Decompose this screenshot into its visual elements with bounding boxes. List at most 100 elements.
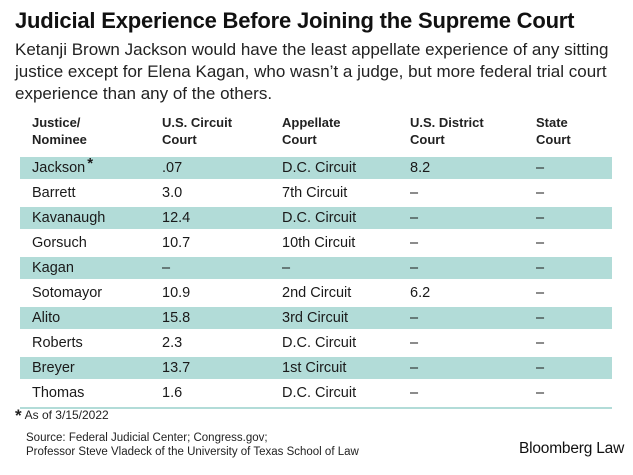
cell-state-court: – — [536, 232, 544, 254]
cell-justice-name: Gorsuch — [32, 232, 87, 254]
cell-state-court: – — [536, 182, 544, 204]
district-years-text: – — [410, 360, 419, 376]
cell-district-years: – — [410, 307, 418, 329]
source-line-1: Source: Federal Judicial Center; Congres… — [26, 432, 268, 444]
source-line-2: Professor Steve Vladeck of the Universit… — [26, 446, 359, 458]
table-row: Roberts 2.3 D.C. Circuit – – — [20, 332, 612, 354]
state-court-text: – — [536, 160, 545, 176]
justice-name-text: Gorsuch — [32, 235, 87, 251]
district-years-text: 8.2 — [410, 160, 431, 176]
header-appellate-court: Appellate Court — [282, 115, 341, 147]
table-bottom-rule — [20, 407, 612, 409]
state-court-text: – — [536, 285, 545, 301]
district-years-text: – — [410, 210, 419, 226]
justice-name-text: Sotomayor — [32, 285, 103, 301]
cell-appellate-court: 7th Circuit — [282, 182, 347, 204]
cell-district-years: 8.2 — [410, 157, 430, 179]
cell-circuit-years: 12.4 — [162, 207, 190, 229]
cell-circuit-years: 10.7 — [162, 232, 190, 254]
cell-justice-name: Jackson * — [32, 155, 94, 179]
table-row: Breyer 13.7 1st Circuit – – — [20, 357, 612, 379]
cell-district-years: – — [410, 357, 418, 379]
cell-justice-name: Kavanaugh — [32, 207, 105, 229]
header-circuit-court: U.S. Circuit Court — [162, 115, 233, 147]
state-court-text: – — [536, 335, 545, 351]
table-row: Thomas 1.6 D.C. Circuit – – — [20, 382, 612, 404]
justice-name-text: Barrett — [32, 185, 76, 201]
brand-logo: Bloomberg Law — [519, 440, 625, 457]
justice-name-text: Alito — [32, 310, 61, 326]
state-court-text: – — [536, 185, 545, 201]
state-court-text: – — [536, 310, 545, 326]
appellate-court-text: 3rd Circuit — [282, 310, 349, 326]
justice-name-text: Jackson — [32, 160, 86, 176]
footnote: * As of 3/15/2022 — [15, 404, 109, 425]
cell-justice-name: Roberts — [32, 332, 83, 354]
circuit-years-text: 10.7 — [162, 235, 191, 251]
circuit-years-text: 3.0 — [162, 185, 183, 201]
cell-circuit-years: .07 — [162, 157, 182, 179]
appellate-court-text: 1st Circuit — [282, 360, 347, 376]
cell-circuit-years: 10.9 — [162, 282, 190, 304]
circuit-years-text: 10.9 — [162, 285, 191, 301]
justice-name-text: Roberts — [32, 335, 83, 351]
circuit-years-text: – — [162, 260, 171, 276]
source-note: Source: Federal Judicial Center; Congres… — [26, 431, 359, 459]
cell-state-court: – — [536, 282, 544, 304]
header-justice: Justice/Nominee — [32, 115, 87, 147]
table-row: Barrett 3.0 7th Circuit – – — [20, 182, 612, 204]
cell-justice-name: Barrett — [32, 182, 76, 204]
header-state-court: State Court — [536, 115, 571, 147]
cell-state-court: – — [536, 382, 544, 404]
table-row: Sotomayor 10.9 2nd Circuit 6.2 – — [20, 282, 612, 304]
cell-circuit-years: 1.6 — [162, 382, 182, 404]
cell-justice-name: Breyer — [32, 357, 75, 379]
district-years-text: 6.2 — [410, 285, 431, 301]
appellate-court-text: D.C. Circuit — [282, 335, 357, 351]
cell-state-court: – — [536, 157, 544, 179]
cell-circuit-years: 15.8 — [162, 307, 190, 329]
district-years-text: – — [410, 310, 419, 326]
cell-appellate-court: D.C. Circuit — [282, 207, 356, 229]
appellate-court-text: 2nd Circuit — [282, 285, 352, 301]
table-header: Justice/Nominee U.S. Circuit Court Appell… — [20, 114, 612, 154]
cell-appellate-court: 2nd Circuit — [282, 282, 351, 304]
appellate-court-text: – — [282, 260, 291, 276]
state-court-text: – — [536, 210, 545, 226]
asterisk-icon: * — [87, 155, 94, 172]
cell-state-court: – — [536, 257, 544, 279]
table-body: Jackson * .07 D.C. Circuit 8.2 – Barrett 3.0 7th… — [20, 155, 612, 404]
cell-justice-name: Sotomayor — [32, 282, 102, 304]
justice-name-text: Kagan — [32, 260, 74, 276]
cell-circuit-years: 3.0 — [162, 182, 182, 204]
appellate-court-text: 7th Circuit — [282, 185, 348, 201]
circuit-years-text: .07 — [162, 160, 183, 176]
chart-title: Judicial Experience Before Joining the S… — [15, 8, 575, 33]
cell-appellate-court: 10th Circuit — [282, 232, 355, 254]
cell-district-years: – — [410, 182, 418, 204]
cell-justice-name: Alito — [32, 307, 60, 329]
table-row: Kavanaugh 12.4 D.C. Circuit – – — [20, 207, 612, 229]
cell-state-court: – — [536, 307, 544, 329]
state-court-text: – — [536, 235, 545, 251]
justice-name-text: Kavanaugh — [32, 210, 106, 226]
cell-appellate-court: 1st Circuit — [282, 357, 346, 379]
district-years-text: – — [410, 260, 419, 276]
footnote-text: As of 3/15/2022 — [24, 408, 109, 422]
table-row: Jackson * .07 D.C. Circuit 8.2 – — [20, 155, 612, 179]
cell-state-court: – — [536, 207, 544, 229]
cell-justice-name: Kagan — [32, 257, 74, 279]
circuit-years-text: 12.4 — [162, 210, 191, 226]
circuit-years-text: 13.7 — [162, 360, 191, 376]
appellate-court-text: D.C. Circuit — [282, 160, 357, 176]
cell-circuit-years: – — [162, 257, 170, 279]
cell-appellate-court: 3rd Circuit — [282, 307, 348, 329]
cell-state-court: – — [536, 357, 544, 379]
cell-district-years: – — [410, 257, 418, 279]
table-row: Kagan – – – – — [20, 257, 612, 279]
state-court-text: – — [536, 360, 545, 376]
appellate-court-text: D.C. Circuit — [282, 385, 357, 401]
cell-justice-name: Thomas — [32, 382, 84, 404]
experience-table: Justice/Nominee U.S. Circuit Court Appell… — [20, 114, 612, 409]
chart-subtitle: Ketanji Brown Jackson would have the lea… — [15, 40, 609, 103]
